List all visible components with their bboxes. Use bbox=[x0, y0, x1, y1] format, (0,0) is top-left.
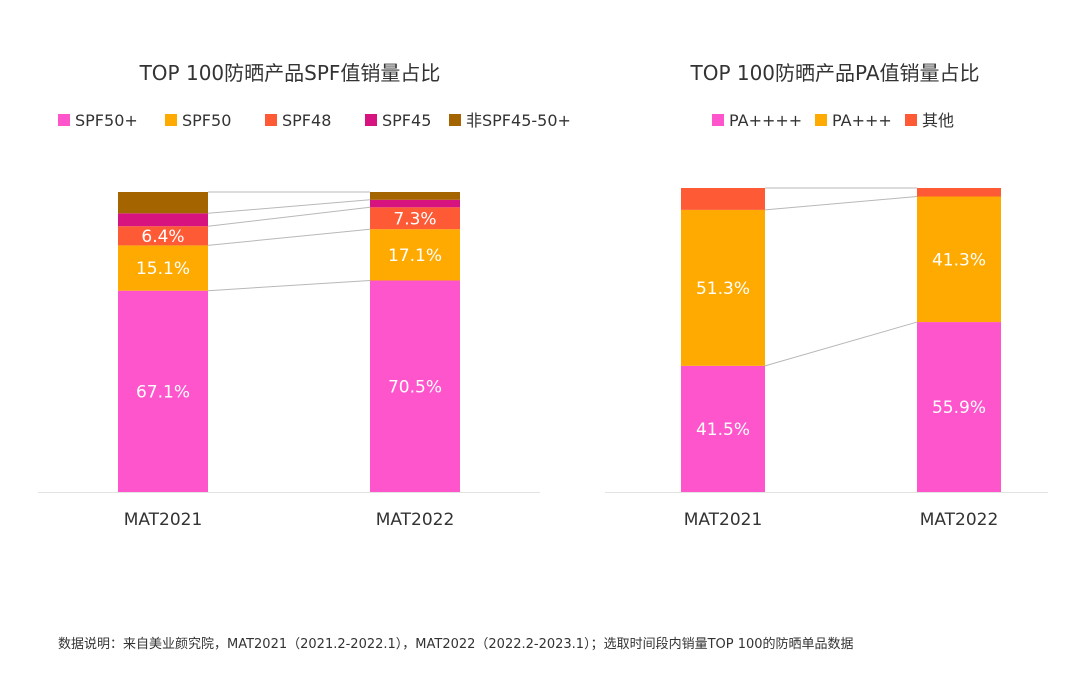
chart1-bar-MAT2022-SPF50+ bbox=[370, 280, 460, 492]
chart1-connector-line-3 bbox=[207, 206, 371, 227]
footnote: 数据说明：来自美业颜究院，MAT2021（2021.2-2022.1），MAT2… bbox=[58, 637, 854, 652]
chart2-legend-label-3: 其他 bbox=[922, 111, 954, 130]
chart1-bar-MAT2021-SPF45 bbox=[118, 213, 208, 227]
chart1-legend-label-1: SPF50+ bbox=[75, 111, 138, 130]
chart1-data-label-MAT2021-SPF48: 6.4% bbox=[141, 227, 184, 247]
chart1-legend-label-5: 非SPF45-50+ bbox=[466, 111, 571, 130]
chart2-legend-swatch-3 bbox=[905, 114, 917, 126]
chart1-connector-line-2 bbox=[207, 228, 371, 246]
chart1-bar-MAT2022-非SPF45-50+ bbox=[370, 192, 460, 200]
chart1-legend-label-2: SPF50 bbox=[182, 111, 231, 130]
chart2-legend-label-2: PA+++ bbox=[832, 111, 892, 130]
chart1-legend-swatch-2 bbox=[165, 114, 177, 126]
chart1-bar-MAT2022-SPF50 bbox=[370, 229, 460, 281]
chart1-data-label-MAT2022-SPF50: 17.1% bbox=[388, 246, 442, 266]
chart2-connector-line-1 bbox=[764, 321, 918, 367]
chart1-category-label-2: MAT2022 bbox=[376, 510, 455, 530]
chart2-data-label-MAT2021-PA++++: 41.5% bbox=[696, 420, 750, 440]
chart1-legend-label-4: SPF45 bbox=[382, 111, 431, 130]
chart1-legend-swatch-1 bbox=[58, 114, 70, 126]
chart2-category-label-1: MAT2021 bbox=[684, 510, 763, 530]
chart1-connector-line-4 bbox=[207, 199, 371, 214]
chart2-data-label-MAT2022-PA+++: 41.3% bbox=[932, 250, 986, 270]
chart2-bar-MAT2021-其他 bbox=[681, 188, 765, 210]
chart2-bar-MAT2022-PA++++ bbox=[917, 322, 1001, 492]
chart1-bar-MAT2022-SPF48 bbox=[370, 207, 460, 230]
chart2-legend-label-1: PA++++ bbox=[729, 111, 802, 130]
chart1-category-label-1: MAT2021 bbox=[124, 510, 203, 530]
chart2-title: TOP 100防晒产品PA值销量占比 bbox=[689, 61, 979, 85]
chart1-legend-swatch-3 bbox=[265, 114, 277, 126]
chart2-connector-line-2 bbox=[764, 196, 918, 211]
chart1-bar-MAT2021-SPF48 bbox=[118, 226, 208, 246]
chart1-bar-MAT2021-非SPF45-50+ bbox=[118, 192, 208, 214]
chart2-bar-MAT2022-PA+++ bbox=[917, 196, 1001, 323]
chart1-bar-MAT2022-SPF45 bbox=[370, 199, 460, 208]
chart1-legend-label-3: SPF48 bbox=[282, 111, 331, 130]
chart1-connector-line-1 bbox=[207, 280, 371, 292]
chart1-legend-swatch-5 bbox=[449, 114, 461, 126]
chart1-data-label-MAT2022-SPF48: 7.3% bbox=[393, 209, 436, 229]
chart1-data-label-MAT2021-SPF50+: 67.1% bbox=[136, 382, 190, 402]
chart2-bar-MAT2021-PA+++ bbox=[681, 209, 765, 366]
chart2-legend-swatch-1 bbox=[712, 114, 724, 126]
chart1-legend-swatch-4 bbox=[365, 114, 377, 126]
chart2-data-label-MAT2021-PA+++: 51.3% bbox=[696, 279, 750, 299]
chart2-data-label-MAT2022-PA++++: 55.9% bbox=[932, 398, 986, 418]
chart1-bar-MAT2021-SPF50+ bbox=[118, 290, 208, 492]
chart1-data-label-MAT2021-SPF50: 15.1% bbox=[136, 259, 190, 279]
chart2-legend-swatch-2 bbox=[815, 114, 827, 126]
chart2-bar-MAT2021-PA++++ bbox=[681, 365, 765, 492]
chart1-title: TOP 100防晒产品SPF值销量占比 bbox=[139, 61, 441, 85]
chart1-data-label-MAT2022-SPF50+: 70.5% bbox=[388, 377, 442, 397]
chart2-category-label-2: MAT2022 bbox=[920, 510, 999, 530]
chart2-bar-MAT2022-其他 bbox=[917, 188, 1001, 197]
chart1-bar-MAT2021-SPF50 bbox=[118, 245, 208, 291]
